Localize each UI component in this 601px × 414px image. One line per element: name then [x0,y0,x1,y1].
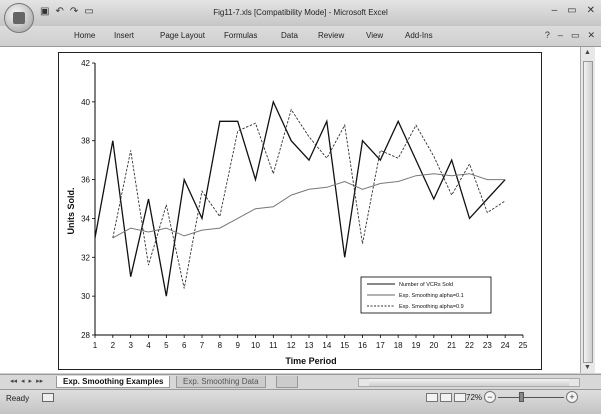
x-tick-label: 24 [501,341,510,350]
normal-view-icon[interactable] [426,393,438,402]
sheet-tab-exp-smoothing-examples[interactable]: Exp. Smoothing Examples [56,376,171,388]
tab-data[interactable]: Data [281,31,298,40]
zoom-in-button[interactable]: + [566,391,578,403]
undo-icon[interactable]: ↶ [55,6,64,17]
x-tick-label: 13 [305,341,314,350]
office-button[interactable] [4,3,34,33]
x-tick-label: 2 [111,341,116,350]
prev-sheet-icon[interactable]: ◂ [21,378,25,385]
redo-icon[interactable]: ↷ [69,6,79,17]
x-tick-label: 5 [164,341,169,350]
ribbon-tabs: Home Insert Page Layout Formulas Data Re… [0,26,601,47]
x-tick-label: 17 [376,341,385,350]
tab-page-layout[interactable]: Page Layout [160,31,205,40]
open-icon[interactable]: ▭ [84,6,94,17]
y-axis-label: Units Sold. [66,188,76,235]
y-tick-label: 36 [81,176,90,185]
window-title: Fig11-7.xls [Compatibility Mode] - Micro… [213,8,388,17]
vertical-scroll-thumb[interactable] [583,61,593,363]
x-tick-label: 1 [93,341,98,350]
workbook-close-icon[interactable]: ✕ [587,30,595,40]
x-tick-label: 19 [412,341,421,350]
x-axis-label: Time Period [285,356,336,366]
minimize-icon[interactable]: – [551,5,558,16]
x-tick-label: 4 [146,341,151,350]
x-tick-label: 20 [429,341,438,350]
x-tick-label: 11 [269,341,278,350]
zoom-slider-track[interactable] [498,397,564,398]
page-layout-view-icon[interactable] [440,393,452,402]
insert-sheet-icon[interactable] [276,376,298,388]
series-line-0 [94,99,506,297]
status-ready: Ready [6,394,30,403]
sheet-tab-exp-smoothing-data[interactable]: Exp. Smoothing Data [176,376,266,388]
zoom-level[interactable]: 72% [466,393,483,402]
x-tick-label: 6 [182,341,187,350]
x-tick-label: 23 [483,341,492,350]
tab-home[interactable]: Home [74,31,96,40]
tab-view[interactable]: View [366,31,384,40]
x-tick-label: 7 [200,341,205,350]
page-break-view-icon[interactable] [454,393,466,402]
x-tick-label: 12 [287,341,296,350]
x-tick-label: 14 [322,341,331,350]
scroll-down-icon[interactable]: ▼ [584,364,591,371]
scroll-up-icon[interactable]: ▲ [584,49,591,56]
horizontal-scrollbar[interactable] [358,378,580,387]
x-tick-label: 25 [519,341,528,350]
legend-label-alpha-0-9: Exp. Smoothing alpha=0.9 [399,304,464,310]
tab-review[interactable]: Review [318,31,345,40]
legend-label-vcrs-sold: Number of VCRs Sold [399,282,453,288]
quick-access-toolbar: ▣ ↶ ↷ ▭ [40,6,94,18]
y-tick-label: 28 [81,331,90,340]
x-tick-label: 15 [340,341,349,350]
last-sheet-icon[interactable]: ▸▸ [36,378,44,385]
x-tick-label: 18 [394,341,403,350]
tab-add-ins[interactable]: Add-Ins [405,31,433,40]
close-icon[interactable]: ✕ [586,5,595,16]
series-line-2 [112,108,506,289]
ribbon-window-controls: ? – ▭ ✕ [545,30,595,41]
save-icon[interactable]: ▣ [40,6,50,17]
status-bar: Ready 72% − + [0,389,601,414]
first-sheet-icon[interactable]: ◂◂ [10,378,18,385]
tab-formulas[interactable]: Formulas [224,31,258,40]
x-tick-label: 3 [128,341,133,350]
y-tick-label: 34 [81,214,90,223]
next-sheet-icon[interactable]: ▸ [28,378,33,385]
series-line-1 [112,173,506,239]
office-logo-icon [13,12,25,24]
workbook-restore-icon[interactable]: ▭ [570,30,580,40]
zoom-slider-knob[interactable] [519,392,524,402]
x-tick-label: 21 [447,341,456,350]
view-buttons [426,393,466,402]
chart-legend: Number of VCRs Sold Exp. Smoothing alpha… [360,276,492,314]
horizontal-scroll-thumb[interactable] [369,379,569,386]
x-tick-label: 8 [218,341,223,350]
y-tick-label: 30 [81,292,90,301]
title-bar: ▣ ↶ ↷ ▭ Fig11-7.xls [Compatibility Mode]… [0,0,601,33]
y-tick-label: 32 [81,253,90,262]
help-icon[interactable]: ? [544,30,550,40]
sheet-tab-bar: ◂◂ ◂ ▸ ▸▸ Exp. Smoothing Examples Exp. S… [0,374,601,389]
chart[interactable]: 28 30 32 34 36 38 40 42 1 2 3 4 5 6 7 8 9 10 11 12 13 14 15 16 1… [58,52,542,370]
macro-record-icon[interactable] [42,393,54,402]
y-tick-label: 42 [81,59,90,68]
y-tick-label: 40 [81,98,90,107]
workbook-minimize-icon[interactable]: – [557,30,563,40]
x-tick-label: 9 [235,341,240,350]
tab-insert[interactable]: Insert [114,31,135,40]
zoom-out-button[interactable]: − [484,391,496,403]
legend-label-alpha-0-1: Exp. Smoothing alpha=0.1 [399,293,464,299]
x-tick-label: 22 [465,341,474,350]
x-tick-label: 16 [358,341,367,350]
window-controls: – ▭ ✕ [552,5,595,16]
y-tick-label: 38 [81,137,90,146]
restore-icon[interactable]: ▭ [567,5,577,16]
sheet-nav-buttons: ◂◂ ◂ ▸ ▸▸ [10,377,43,385]
vertical-scrollbar[interactable]: ▲ ▼ [580,47,595,373]
x-tick-label: 10 [251,341,260,350]
